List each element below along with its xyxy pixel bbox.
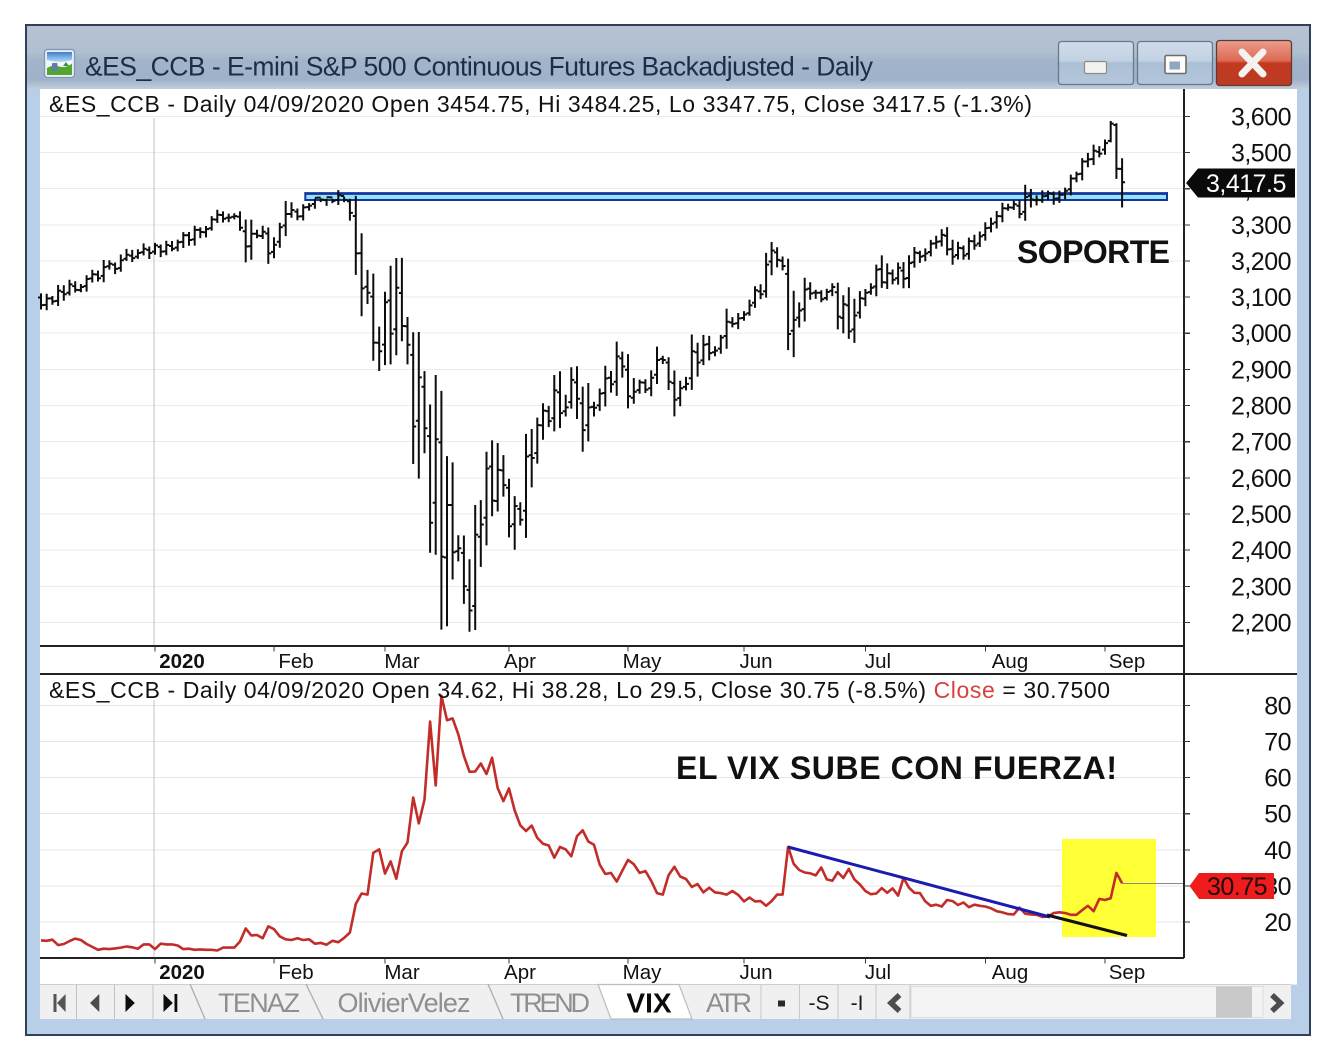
svg-text:80: 80 xyxy=(1264,692,1291,720)
svg-text:40: 40 xyxy=(1264,837,1291,865)
svg-text:Mar: Mar xyxy=(384,650,419,673)
svg-text:3,500: 3,500 xyxy=(1231,140,1291,168)
svg-text:60: 60 xyxy=(1264,765,1291,793)
svg-text:&ES_CCB - Daily 04/09/2020 Ope: &ES_CCB - Daily 04/09/2020 Open 34.62, H… xyxy=(49,677,1110,703)
svg-text:TENAZ: TENAZ xyxy=(218,988,300,1018)
svg-text:Jul: Jul xyxy=(865,650,891,673)
svg-text:VIX: VIX xyxy=(626,988,671,1019)
svg-text:Apr: Apr xyxy=(504,650,536,673)
svg-text:3,100: 3,100 xyxy=(1231,284,1291,312)
svg-text:Feb: Feb xyxy=(278,961,313,984)
svg-text:Sep: Sep xyxy=(1109,961,1145,984)
svg-text:Apr: Apr xyxy=(504,961,536,984)
svg-text:TREND: TREND xyxy=(510,988,590,1018)
svg-text:2,700: 2,700 xyxy=(1231,429,1291,457)
svg-text:2,400: 2,400 xyxy=(1231,537,1291,565)
svg-text:&ES_CCB - E-mini S&P 500 Conti: &ES_CCB - E-mini S&P 500 Continuous Futu… xyxy=(85,52,874,82)
svg-text:Jun: Jun xyxy=(739,650,772,673)
svg-text:3,200: 3,200 xyxy=(1231,248,1291,276)
svg-text:3,300: 3,300 xyxy=(1231,212,1291,240)
svg-text:2,600: 2,600 xyxy=(1231,465,1291,493)
svg-text:30.75: 30.75 xyxy=(1207,873,1267,901)
svg-text:20: 20 xyxy=(1264,909,1291,937)
svg-text:Jul: Jul xyxy=(865,961,891,984)
svg-text:OlivierVelez: OlivierVelez xyxy=(338,988,471,1018)
svg-text:Mar: Mar xyxy=(384,961,419,984)
svg-text:2,300: 2,300 xyxy=(1231,573,1291,601)
svg-text:2020: 2020 xyxy=(159,961,205,984)
svg-text:Sep: Sep xyxy=(1109,650,1145,673)
svg-text:May: May xyxy=(623,961,662,984)
svg-text:SOPORTE: SOPORTE xyxy=(1017,234,1170,270)
svg-text:50: 50 xyxy=(1264,801,1291,829)
svg-text:3,000: 3,000 xyxy=(1231,320,1291,348)
svg-text:3,600: 3,600 xyxy=(1231,103,1291,131)
svg-text:Feb: Feb xyxy=(278,650,313,673)
svg-text:ATR: ATR xyxy=(706,988,752,1018)
svg-text:2,900: 2,900 xyxy=(1231,356,1291,384)
svg-text:2,800: 2,800 xyxy=(1231,393,1291,421)
svg-text:May: May xyxy=(623,650,662,673)
svg-text:&ES_CCB - Daily 04/09/2020 Ope: &ES_CCB - Daily 04/09/2020 Open 3454.75,… xyxy=(49,91,1032,117)
svg-text:70: 70 xyxy=(1264,729,1291,757)
svg-text:Aug: Aug xyxy=(992,650,1028,673)
svg-text:2020: 2020 xyxy=(159,650,205,673)
svg-text:Jun: Jun xyxy=(739,961,772,984)
svg-text:-I: -I xyxy=(851,992,864,1015)
svg-text:EL VIX SUBE CON FUERZA!: EL VIX SUBE CON FUERZA! xyxy=(676,750,1117,786)
svg-text:Aug: Aug xyxy=(992,961,1028,984)
svg-text:2,200: 2,200 xyxy=(1231,610,1291,638)
svg-text:-S: -S xyxy=(809,992,830,1015)
svg-text:2,500: 2,500 xyxy=(1231,501,1291,529)
svg-text:3,417.5: 3,417.5 xyxy=(1206,170,1286,198)
